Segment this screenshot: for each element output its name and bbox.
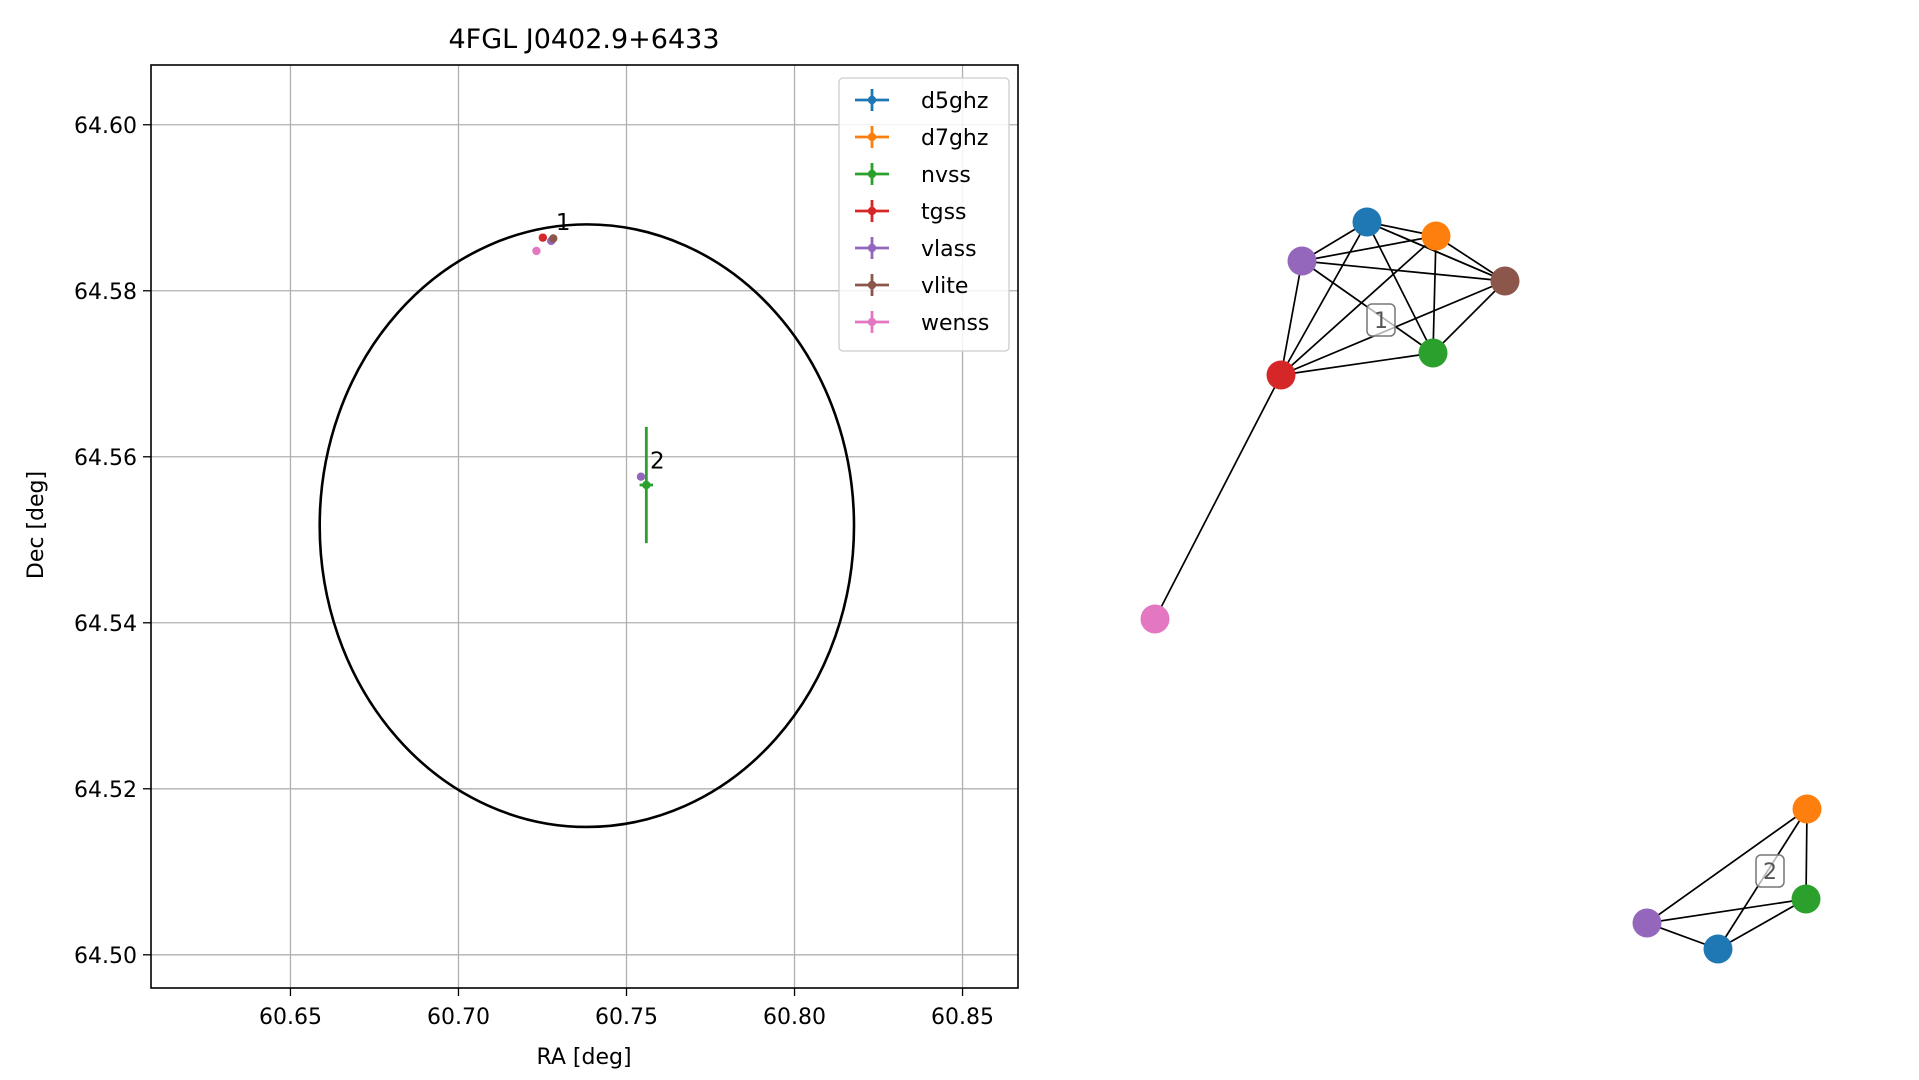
y-tick-label: 64.58 [74,280,137,305]
legend-marker [867,132,877,142]
x-tick-label: 60.80 [763,1005,826,1030]
x-tick-label: 60.85 [931,1005,994,1030]
cluster-label-box [1366,303,1396,337]
legend-item-nvss: nvss [855,163,971,188]
network-cluster-1: 1 [1140,207,1520,634]
x-axis-label: RA [deg] [536,1045,631,1070]
cluster-label-box [1755,854,1785,888]
network-edge [1280,235,1437,376]
network-edge [1280,260,1303,376]
network-edge [1646,808,1808,924]
network-node-d5ghz [1352,207,1382,237]
network-edge [1646,898,1807,924]
network-edge [1366,221,1434,354]
network-edge [1432,235,1437,354]
y-tick-label: 64.54 [74,612,137,637]
legend: d5ghz d7ghz nvss tgss vlass vlite wenss [838,77,1010,352]
legend-marker [867,243,877,253]
network-node-tgss [1266,360,1296,390]
network-edge [1154,374,1282,620]
legend-item-vlite: vlite [855,274,968,299]
vlite-point [549,234,558,243]
network-node-vlass [1632,908,1662,938]
plot-area: 12 [318,210,856,829]
legend-item-d7ghz: d7ghz [855,126,988,151]
x-tick-label: 60.75 [595,1005,658,1030]
network-node-d5ghz [1703,934,1733,964]
legend-marker [867,206,877,216]
legend-item-d5ghz: d5ghz [855,89,988,114]
y-axis-label: Dec [deg] [24,471,49,579]
network-node-nvss [1418,338,1448,368]
legend-label: d7ghz [921,126,988,151]
network-node-vlass [1287,246,1317,276]
y-tick-label: 64.52 [74,778,137,803]
y-tick-label: 64.50 [74,944,137,969]
legend-label: vlass [921,237,977,262]
cluster-annotation: 2 [650,448,665,474]
network-edge [1301,235,1437,262]
legend-item-tgss: tgss [855,200,967,225]
nvss-point [642,480,651,490]
plot-frame [150,64,1019,989]
y-tick-label: 64.56 [74,446,137,471]
network-cluster-2: 2 [1632,794,1822,964]
network-edge [1432,280,1506,354]
scatter-panel: 4FGL J0402.9+6433 RA [deg] Dec [deg] 60.… [24,24,1019,1070]
chart-title: 4FGL J0402.9+6433 [448,24,719,55]
legend-item-vlass: vlass [855,237,977,262]
legend-label: d5ghz [921,89,988,114]
legend-marker [867,169,877,179]
network-edge [1301,260,1506,282]
x-tick-label: 60.70 [427,1005,490,1030]
network-edge [1280,221,1368,376]
network-node-wenss [1140,604,1170,634]
legend-item-wenss: wenss [855,311,989,336]
wenss-point [532,246,541,256]
network-node-d7ghz [1792,794,1822,824]
legend-label: wenss [921,311,989,336]
cluster-annotation: 1 [556,210,571,236]
network-edge [1717,898,1807,950]
cluster-label: 1 [1374,309,1388,334]
network-edge [1280,352,1434,376]
network-node-vlite [1490,266,1520,296]
tgss-point [538,233,548,242]
legend-marker [867,317,877,327]
vlass-point [636,472,646,481]
legend-label: vlite [921,274,968,299]
legend-label: tgss [921,200,967,225]
network-node-d7ghz [1421,221,1451,251]
legend-marker [867,280,877,290]
legend-marker [867,95,877,105]
network-edge [1805,808,1808,900]
legend-label: nvss [921,163,971,188]
axis-ticks: 60.65 60.70 60.75 60.80 60.85 64.50 64.52 64.54… [74,114,994,1030]
localization-ellipse [318,223,856,829]
x-tick-label: 60.65 [259,1005,322,1030]
network-panel: 12 [1140,207,1822,964]
legend-frame [838,77,1010,352]
cluster-label: 2 [1763,860,1777,885]
network-node-nvss [1791,884,1821,914]
y-tick-label: 64.60 [74,114,137,139]
